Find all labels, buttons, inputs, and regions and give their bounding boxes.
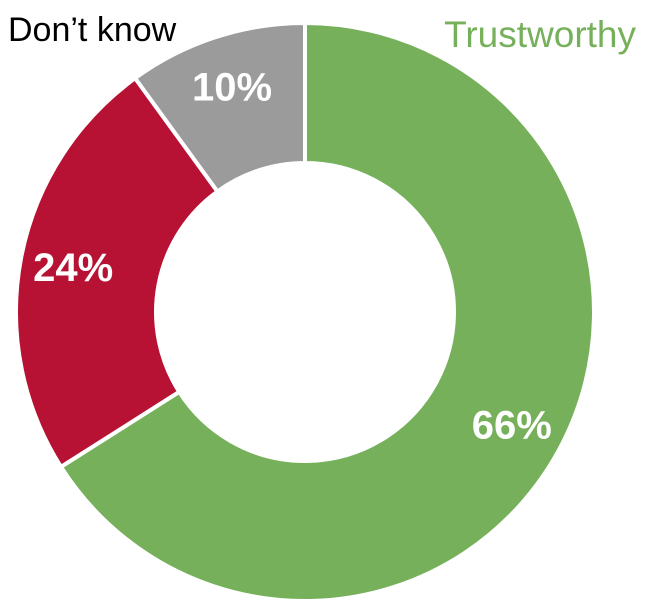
trustworthy-category-label: Trustworthy: [444, 14, 636, 55]
slice-trustworthy: [58, 20, 596, 601]
donut-value-labels: 66% 24% 10%: [33, 66, 552, 448]
value-label-trustworthy: 66%: [472, 404, 552, 448]
slice-dont-know: [132, 20, 307, 195]
donut-slices: [14, 20, 596, 601]
value-label-dont-know: 10%: [192, 66, 272, 110]
dont-know-category-label: Don’t know: [8, 11, 177, 49]
value-label-untrustworthy: 24%: [33, 246, 113, 290]
slice-untrustworthy: [14, 75, 221, 470]
